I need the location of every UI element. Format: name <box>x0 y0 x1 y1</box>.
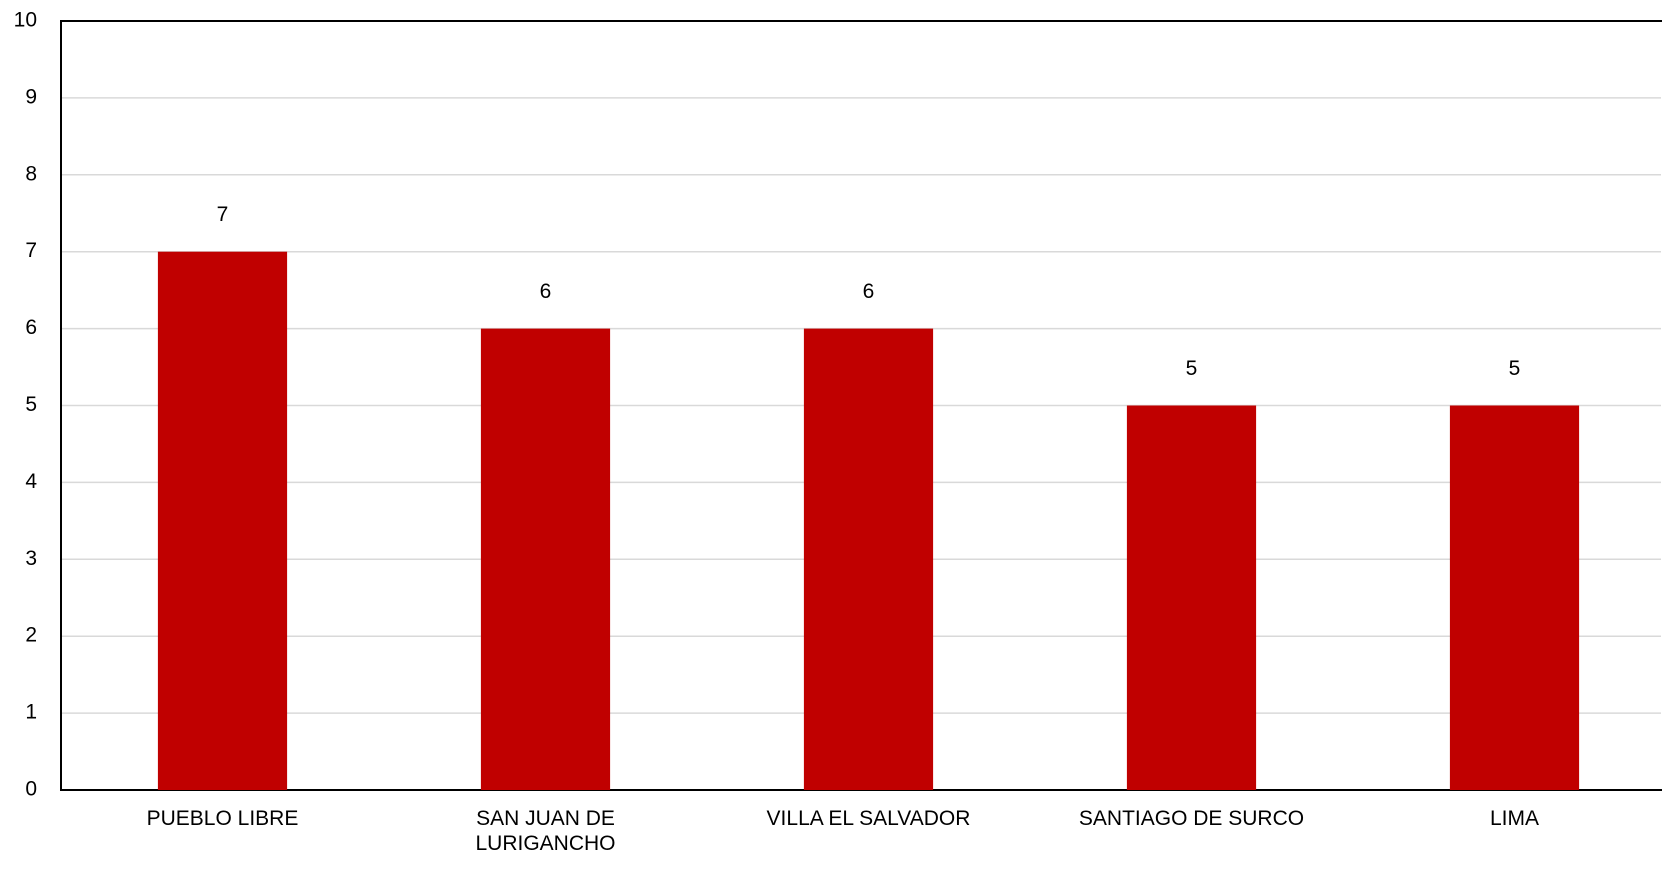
bar <box>1449 405 1580 790</box>
x-tick-label: SAN JUAN DE LURIGANCHO <box>475 807 616 855</box>
y-tick-label: 7 <box>25 239 37 262</box>
x-tick-label: SANTIAGO DE SURCO <box>1078 807 1305 830</box>
y-tick-label: 5 <box>25 393 37 416</box>
bar <box>803 328 934 790</box>
y-tick-label: 10 <box>14 9 37 32</box>
data-label: 6 <box>863 280 875 303</box>
data-label: 5 <box>1186 357 1198 380</box>
y-tick-label: 4 <box>25 470 37 493</box>
bar <box>480 328 611 790</box>
x-tick-label: PUEBLO LIBRE <box>146 807 299 830</box>
data-label: 6 <box>540 280 552 303</box>
y-tick-label: 8 <box>25 162 37 185</box>
x-tick-label: LIMA <box>1489 807 1539 830</box>
y-tick-label: 1 <box>25 701 37 724</box>
y-tick-label: 6 <box>25 316 37 339</box>
data-label: 7 <box>217 203 229 226</box>
bar <box>157 251 288 790</box>
x-tick-label: VILLA EL SALVADOR <box>766 807 971 830</box>
y-tick-label: 3 <box>25 547 37 570</box>
y-tick-label: 0 <box>25 778 37 801</box>
y-tick-label: 2 <box>25 624 37 647</box>
y-tick-label: 9 <box>25 85 37 108</box>
bar <box>1126 405 1257 790</box>
data-label: 5 <box>1509 357 1521 380</box>
